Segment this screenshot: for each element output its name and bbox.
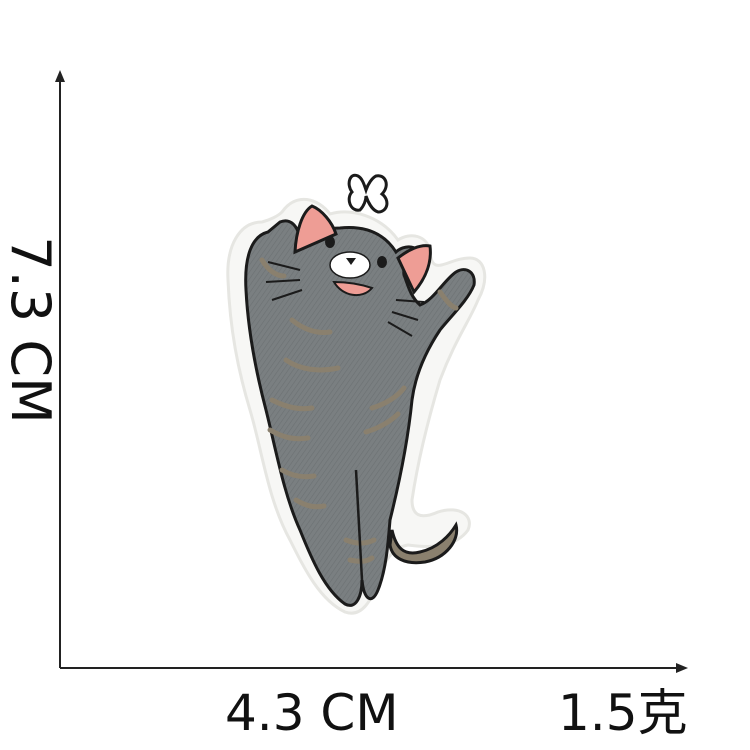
cat-patch-image bbox=[226, 173, 487, 615]
cat-left-ear bbox=[293, 204, 338, 255]
cat-whiskers bbox=[265, 261, 425, 337]
cat-mouth bbox=[332, 280, 374, 297]
weight-label: 1.5克 bbox=[558, 684, 688, 742]
cat-right-ear bbox=[396, 244, 432, 295]
cat-body bbox=[244, 219, 476, 607]
height-axis-arrow-icon bbox=[55, 70, 65, 82]
cat-right-eye bbox=[377, 256, 387, 268]
cat-tail bbox=[388, 521, 459, 565]
cat-nose bbox=[346, 258, 356, 265]
cat-leg-divider bbox=[354, 469, 364, 581]
cat-left-eye bbox=[325, 236, 335, 248]
cat-muzzle bbox=[329, 251, 371, 279]
butterfly-icon bbox=[347, 173, 389, 214]
width-axis-arrow-icon bbox=[676, 663, 688, 673]
width-label: 4.3 CM bbox=[225, 684, 399, 742]
height-label: 7.3 CM bbox=[0, 236, 62, 424]
